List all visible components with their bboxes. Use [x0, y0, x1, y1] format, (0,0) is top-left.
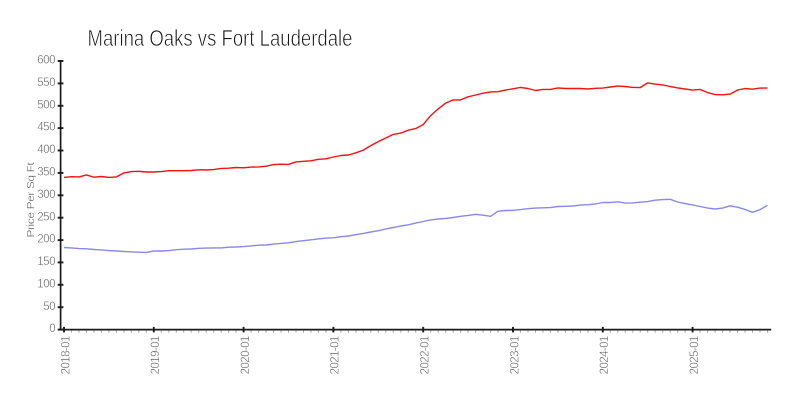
svg-text:Price Per Sq Ft: Price Per Sq Ft: [26, 162, 37, 237]
svg-text:2022-01: 2022-01: [420, 336, 432, 374]
svg-text:300: 300: [37, 189, 55, 201]
svg-text:200: 200: [37, 234, 55, 246]
svg-text:400: 400: [37, 144, 55, 156]
svg-text:350: 350: [37, 167, 55, 179]
svg-text:Marina Oaks vs Fort Lauderdale: Marina Oaks vs Fort Lauderdale: [88, 25, 353, 51]
svg-text:600: 600: [37, 55, 55, 67]
svg-text:150: 150: [37, 256, 55, 268]
svg-text:550: 550: [37, 77, 55, 89]
svg-text:2023-01: 2023-01: [509, 336, 521, 374]
svg-text:500: 500: [37, 99, 55, 111]
svg-text:2025-01: 2025-01: [689, 336, 701, 374]
svg-text:2019-01: 2019-01: [150, 336, 162, 374]
svg-text:250: 250: [37, 211, 55, 223]
svg-text:2018-01: 2018-01: [60, 336, 72, 374]
svg-text:50: 50: [43, 301, 55, 313]
svg-text:2024-01: 2024-01: [599, 336, 611, 374]
svg-text:100: 100: [37, 278, 55, 290]
svg-text:2021-01: 2021-01: [330, 336, 342, 374]
svg-text:0: 0: [49, 323, 55, 335]
svg-text:450: 450: [37, 122, 55, 134]
svg-text:2020-01: 2020-01: [240, 336, 252, 374]
